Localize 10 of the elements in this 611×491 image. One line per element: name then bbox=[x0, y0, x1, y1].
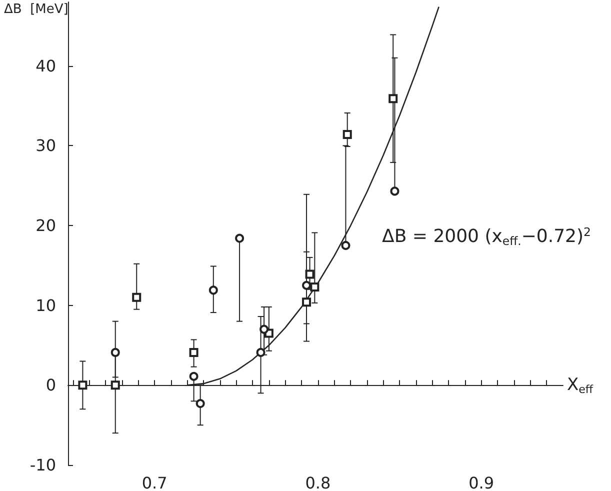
y-tick-label: 40 bbox=[36, 56, 56, 76]
x-tick-label: 0.7 bbox=[142, 474, 168, 491]
y-tick-label: 10 bbox=[36, 296, 56, 315]
y-tick-label: 30 bbox=[36, 136, 56, 156]
y-axis-title: ΔB [MeV] bbox=[4, 2, 68, 17]
y-tick-label: 20 bbox=[36, 216, 56, 236]
x-tick-label: 0.8 bbox=[305, 474, 331, 491]
x-tick-label: 0.9 bbox=[468, 474, 494, 491]
y-tick-label: 0 bbox=[46, 376, 56, 395]
y-tick-label: -10 bbox=[30, 456, 56, 474]
